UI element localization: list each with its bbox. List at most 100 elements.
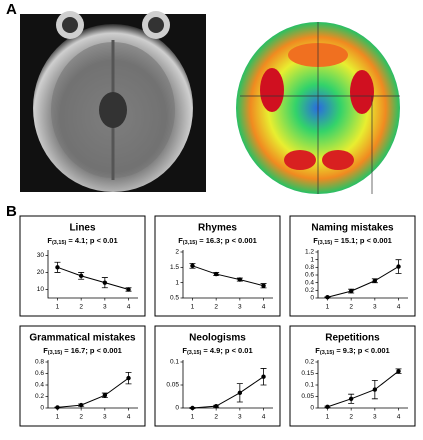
chart-stat: F(3,15) = 4.9; p < 0.01: [182, 346, 252, 356]
chart-frame: [154, 215, 281, 317]
chart-stat: F(3,15) = 9.3; p < 0.001: [315, 346, 389, 356]
stat-part: F: [182, 346, 187, 355]
panel-label: B: [6, 203, 17, 220]
chart-frame: [154, 325, 281, 427]
data-point: [213, 271, 219, 277]
x-tick-label: 1: [56, 414, 60, 421]
chart: Naming mistakes F(3,15) = 15.1; p < 0.001…: [289, 215, 416, 317]
pet-image: [236, 22, 400, 194]
y-tick-label: 0.2: [305, 287, 314, 294]
x-tick-label: 3: [238, 414, 242, 421]
y-tick-label: 0.5: [170, 295, 179, 302]
stat-part: F: [178, 236, 183, 245]
y-tick-label: 1: [310, 256, 314, 263]
y-tick-label: 0: [310, 405, 314, 412]
y-tick-label: 0.4: [305, 279, 314, 286]
stat-part: = 9.3; p < 0.001: [334, 346, 389, 355]
y-tick-label: 0: [310, 295, 314, 302]
chart-frame: [19, 325, 146, 427]
data-line: [57, 266, 129, 290]
x-tick-label: 2: [214, 304, 218, 311]
stat-part: F: [47, 236, 52, 245]
chart: Lines F(3,15) = 4.1; p < 0.01 10 20 30 1 2 3 4: [19, 215, 146, 317]
chart-stat: F(3,15) = 16.3; p < 0.001: [178, 236, 257, 246]
data-point: [261, 374, 266, 379]
x-tick-label: 2: [79, 414, 83, 421]
y-tick-label: 0.4: [35, 382, 44, 389]
data-point: [237, 390, 243, 396]
data-point: [126, 375, 131, 381]
x-tick-label: 1: [56, 304, 60, 311]
data-point: [55, 265, 60, 270]
data-point: [325, 404, 330, 410]
data-line: [192, 376, 264, 409]
y-tick-label: 0.1: [305, 382, 314, 389]
y-tick-label: 0.8: [35, 359, 44, 366]
data-point: [78, 273, 84, 279]
x-tick-label: 1: [191, 304, 195, 311]
chart-title: Rhymes: [198, 223, 237, 234]
y-tick-label: 20: [37, 269, 45, 276]
chart-stat: F(3,15) = 4.1; p < 0.01: [47, 236, 117, 246]
mri-image: [20, 11, 206, 192]
x-tick-label: 3: [103, 414, 107, 421]
data-point: [190, 405, 195, 411]
data-point: [237, 277, 243, 282]
stat-part: (3,15): [48, 350, 63, 356]
stat-part: = 16.7; p < 0.001: [62, 346, 122, 355]
data-line: [327, 370, 399, 408]
data-point: [348, 396, 354, 401]
x-tick-label: 2: [349, 304, 353, 311]
stat-part: F: [43, 346, 48, 355]
y-tick-label: 0: [175, 405, 179, 412]
y-tick-label: 0: [40, 405, 44, 412]
x-tick-label: 1: [326, 414, 330, 421]
stat-part: (3,15): [320, 350, 335, 356]
chart-frame: [289, 325, 416, 427]
y-tick-label: 0.2: [305, 359, 314, 366]
data-line: [327, 266, 399, 298]
data-point: [55, 405, 60, 410]
x-tick-label: 1: [191, 414, 195, 421]
data-point: [213, 403, 219, 409]
chart-stat: F(3,15) = 15.1; p < 0.001: [313, 236, 392, 246]
y-tick-label: 1.2: [305, 249, 314, 256]
y-tick-label: 0.6: [305, 272, 314, 279]
stat-part: = 15.1; p < 0.001: [332, 236, 392, 245]
stat-part: (3,15): [187, 350, 202, 356]
x-tick-label: 4: [262, 414, 266, 421]
axis: [47, 250, 138, 299]
x-tick-label: 4: [397, 304, 401, 311]
x-tick-label: 1: [326, 304, 330, 311]
x-tick-label: 4: [397, 414, 401, 421]
x-tick-label: 2: [214, 414, 218, 421]
y-tick-label: 30: [37, 252, 45, 259]
chart: Grammatical mistakes F(3,15) = 16.7; p < …: [19, 325, 146, 427]
chart-title: Naming mistakes: [311, 223, 394, 234]
x-tick-label: 3: [373, 304, 377, 311]
chart-title: Neologisms: [189, 333, 246, 344]
chart-frame: [289, 215, 416, 317]
y-tick-label: 0.1: [170, 359, 179, 366]
x-tick-label: 4: [262, 304, 266, 311]
data-point: [396, 264, 401, 269]
stat-part: (3,15): [52, 240, 67, 246]
data-point: [325, 295, 330, 300]
x-tick-label: 2: [349, 414, 353, 421]
x-tick-label: 4: [127, 304, 131, 311]
y-tick-label: 0.6: [35, 370, 44, 377]
chart-frame: [19, 215, 146, 317]
stat-part: (3,15): [183, 240, 198, 246]
stat-part: F: [313, 236, 318, 245]
data-point: [190, 263, 195, 268]
x-tick-label: 2: [79, 304, 83, 311]
data-point: [102, 280, 108, 285]
data-point: [396, 369, 401, 374]
data-point: [126, 287, 131, 292]
stat-part: (3,15): [318, 240, 333, 246]
data-line: [57, 377, 129, 408]
x-tick-label: 3: [238, 304, 242, 311]
